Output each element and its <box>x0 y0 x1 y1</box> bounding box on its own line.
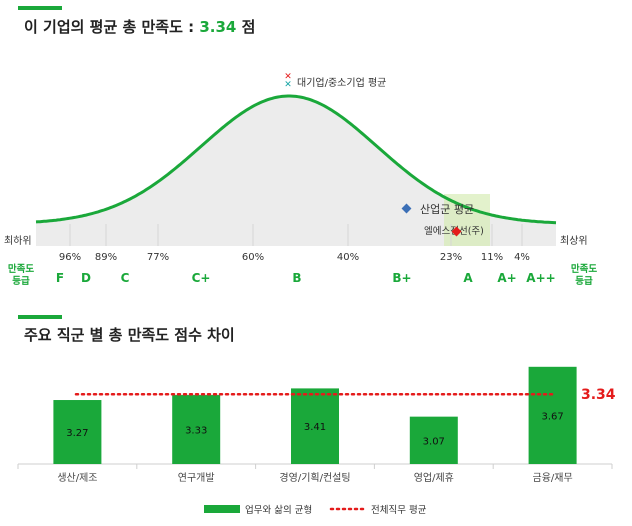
percentile-label: 60% <box>242 252 264 263</box>
category-label: 영업/제휴 <box>414 471 454 484</box>
bar <box>172 395 221 464</box>
percentile-label: 23% <box>440 252 462 263</box>
bar-value-label: 3.41 <box>304 422 326 433</box>
section1-accent-bar <box>18 6 62 10</box>
percentile-guides <box>69 224 523 246</box>
section1-title: 이 기업의 평균 총 만족도 : 3.34 점 <box>24 16 255 37</box>
bar <box>528 366 577 464</box>
legend-label-reference: 전체직무 평균 <box>371 505 427 516</box>
percentile-label: 4% <box>514 252 530 263</box>
bar-value-label: 3.07 <box>423 436 445 447</box>
grade-labels: F D C C+ B B+ A A+ A++ <box>56 271 556 285</box>
right-end-label: 최상위 <box>560 234 588 247</box>
section2-accent-bar <box>18 315 62 319</box>
bar-value-label: 3.27 <box>66 428 88 439</box>
bell-curve-line <box>35 94 557 225</box>
large-company-marker: ✕ <box>284 72 292 82</box>
job-satisfaction-bar-chart: 3.27 생산/제조 3.33 연구개발 3.41 경영/기획/컨설팅 3.07 영업/제휴 3… <box>17 366 616 516</box>
percentile-labels: 96% 89% 77% 60% 40% 23% 11% 4% <box>59 252 530 263</box>
grade-label: A+ <box>497 271 516 285</box>
bar-value-label: 3.67 <box>541 411 563 422</box>
marker-legend-label: 대기업/중소기업 평균 <box>297 76 386 89</box>
average-score: 3.34 <box>199 18 237 36</box>
percentile-label: 77% <box>147 252 169 263</box>
legend-label-bars: 업무와 삶의 균형 <box>245 504 312 516</box>
satisfaction-distribution: ✕ ✕ 대기업/중소기업 평균 산업군 평균 엘에스전선(주) 최하위 최상위 … <box>4 72 597 287</box>
left-end-label: 최하위 <box>4 234 32 247</box>
percentile-label: 40% <box>337 252 359 263</box>
company-marker <box>451 226 462 237</box>
bar-value-label: 3.33 <box>185 426 207 437</box>
percentile-label: 11% <box>481 252 503 263</box>
grade-label: A <box>463 271 473 285</box>
percentile-label: 96% <box>59 252 81 263</box>
grade-label: B <box>292 271 301 285</box>
category-label: 금융/재무 <box>533 472 573 484</box>
category-label: 연구개발 <box>178 472 215 484</box>
bar <box>409 416 458 464</box>
bell-curve-area <box>36 96 556 246</box>
grade-header-left: 만족도 등급 <box>8 263 34 287</box>
bar <box>53 400 102 464</box>
grade-label: F <box>56 271 64 285</box>
legend-swatch-bars <box>204 505 240 513</box>
grade-label: C+ <box>192 271 211 285</box>
grade-label: A++ <box>526 271 555 285</box>
industry-average-label: 산업군 평균 <box>420 203 474 216</box>
industry-average-marker <box>401 203 412 214</box>
reference-line-label: 3.34 <box>581 387 616 403</box>
company-highlight-zone <box>444 194 490 246</box>
grade-label: B+ <box>392 271 411 285</box>
section1-title-suffix: 점 <box>236 18 256 36</box>
percentile-label: 89% <box>95 252 117 263</box>
grade-header-right: 만족도 등급 <box>571 263 597 287</box>
small-company-marker: ✕ <box>284 80 292 90</box>
grade-label: C <box>121 271 130 285</box>
bar <box>291 388 339 464</box>
category-label: 생산/제조 <box>57 472 97 484</box>
section1-title-prefix: 이 기업의 평균 총 만족도 : <box>24 18 200 36</box>
grade-label: D <box>81 271 91 285</box>
category-label: 경영/기획/컨설팅 <box>279 471 350 484</box>
section2-title: 주요 직군 별 총 만족도 점수 차이 <box>24 326 235 344</box>
